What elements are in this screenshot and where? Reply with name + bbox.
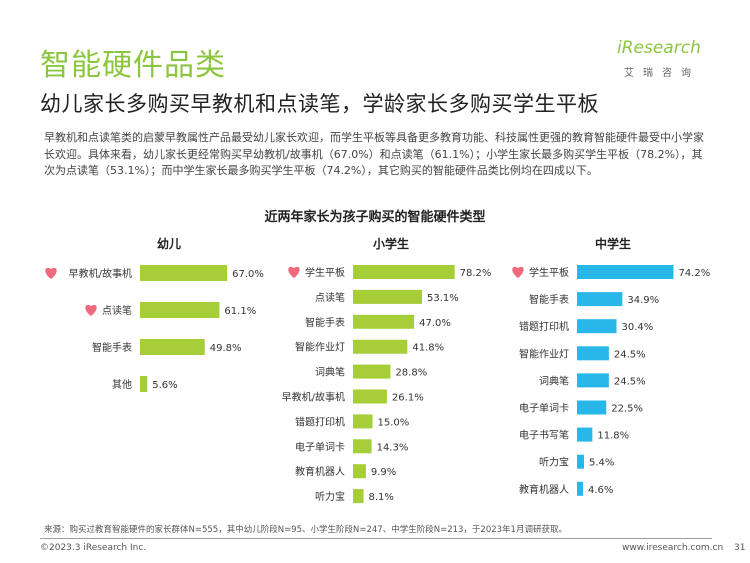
panel-2-value-label: 53.1% <box>427 293 459 304</box>
panel-2-bar <box>353 464 366 479</box>
panel-3-category-label: 学生平板 <box>529 266 569 279</box>
panel-2-category-label: 教育机器人 <box>295 465 345 478</box>
panel-2-category-label: 智能手表 <box>305 316 345 329</box>
panel-2-value-label: 28.8% <box>395 368 427 379</box>
panel-2-bar <box>353 265 455 279</box>
panel-3-bar <box>577 292 623 307</box>
panel-2-value-label: 47.0% <box>419 318 451 329</box>
panel-2-category-label: 错题打印机 <box>295 415 345 428</box>
panel-2-category-label: 词典笔 <box>315 366 345 379</box>
panel-1-bar <box>140 339 205 355</box>
panel-2-value-label: 9.9% <box>371 467 396 478</box>
logo-subtitle: 艾瑞咨询 <box>624 68 700 79</box>
panel-2-category-label: 点读笔 <box>315 291 345 304</box>
section-title: 智能硬件品类 <box>40 48 226 83</box>
panel-3-bar <box>577 319 617 334</box>
panel-3-value-label: 22.5% <box>611 404 643 415</box>
panel-2-category-label: 电子单词卡 <box>295 440 345 453</box>
chart-title: 近两年家长为孩子购买的智能硬件类型 <box>264 210 486 225</box>
logo-text: iResearch <box>617 38 701 58</box>
panel-2-bar <box>353 339 408 354</box>
panel-3-category-label: 错题打印机 <box>519 320 569 333</box>
panel-3-bar <box>577 481 583 496</box>
copyright: ©2023.3 iResearch Inc. <box>40 543 147 553</box>
panel-2-value-label: 14.3% <box>377 442 409 453</box>
panel-1-title: 幼儿 <box>157 236 181 251</box>
panel-2-title: 小学生 <box>373 236 409 251</box>
panel-2-category-label: 听力宝 <box>315 490 345 503</box>
panel-1-category-label: 点读笔 <box>102 304 132 317</box>
heart-icon <box>45 267 57 279</box>
website-link[interactable]: www.iresearch.com.cn <box>622 543 724 553</box>
panel-3-bar <box>577 265 674 279</box>
panel-3-value-label: 4.6% <box>588 485 613 496</box>
panel-2-category-label: 早教机/故事机 <box>282 391 345 404</box>
panel-1-category-label: 智能手表 <box>92 341 132 354</box>
panel-3-category-label: 电子单词卡 <box>519 402 569 415</box>
panel-2-bar <box>353 489 364 504</box>
panel-2-value-label: 8.1% <box>369 492 394 503</box>
summary-paragraph: 早教机和点读笔类的启蒙早教属性产品最受幼儿家长欢迎，而学生平板等具备更多教育功能… <box>44 131 704 177</box>
panel-3-title: 中学生 <box>595 236 631 251</box>
panel-3-value-label: 24.5% <box>614 349 646 360</box>
panel-2-value-label: 15.0% <box>378 417 410 428</box>
panel-1-category-label: 其他 <box>112 378 132 391</box>
panel-2-category-label: 智能作业灯 <box>295 341 345 354</box>
panel-1-value-label: 67.0% <box>232 269 264 280</box>
panel-3-category-label: 智能手表 <box>529 293 569 306</box>
page-number: 31 <box>734 543 746 553</box>
panel-2-value-label: 26.1% <box>392 393 424 404</box>
panel-3-category-label: 听力宝 <box>539 456 569 469</box>
heart-icon <box>512 266 524 278</box>
panel-2-category-label: 学生平板 <box>305 266 345 279</box>
panel-3-bar <box>577 427 593 442</box>
panel-3-bar <box>577 400 607 415</box>
panel-2-bar <box>353 439 372 454</box>
panel-3-bar <box>577 346 609 361</box>
heart-icon <box>288 266 300 278</box>
panel-3-category-label: 教育机器人 <box>519 483 569 496</box>
panel-3-category-label: 智能作业灯 <box>519 347 569 360</box>
panel-3-value-label: 11.8% <box>597 431 629 442</box>
panel-1-value-label: 49.8% <box>210 343 242 354</box>
panel-2-bar <box>353 314 415 329</box>
panel-3-value-label: 30.4% <box>622 322 654 333</box>
iresearch-logo: iResearch 艾瑞咨询 <box>617 38 717 82</box>
panel-1-value-label: 61.1% <box>224 306 256 317</box>
panel-2-bar <box>353 414 373 429</box>
panel-1-value-label: 5.6% <box>152 380 177 391</box>
panel-1-bar <box>140 265 228 281</box>
panel-3-bar <box>577 454 585 469</box>
panel-2-value-label: 41.8% <box>412 343 444 354</box>
panel-3-category-label: 词典笔 <box>539 374 569 387</box>
panel-3-value-label: 24.5% <box>614 376 646 387</box>
panel-2-bar <box>353 389 387 404</box>
panel-3-value-label: 34.9% <box>627 295 659 306</box>
source-note: 来源：购买过教育智能硬件的家长群体N=555，其中幼儿阶段N=95、小学生阶段N… <box>44 525 567 535</box>
panel-1-bar <box>140 376 148 392</box>
panel-2-value-label: 78.2% <box>460 268 492 279</box>
panel-2-bar <box>353 364 391 379</box>
panel-1-category-label: 早教机/故事机 <box>69 267 132 280</box>
panel-3-value-label: 5.4% <box>589 458 614 469</box>
panel-3-bar <box>577 373 609 388</box>
panel-1-bar <box>140 302 220 318</box>
panel-3-category-label: 电子书写笔 <box>519 429 569 442</box>
heart-icon <box>85 304 97 316</box>
panel-3-value-label: 74.2% <box>678 268 710 279</box>
footer-divider <box>40 538 712 539</box>
page-headline: 幼儿家长多购买早教机和点读笔，学龄家长多购买学生平板 <box>40 92 599 116</box>
panel-2-bar <box>353 289 423 304</box>
